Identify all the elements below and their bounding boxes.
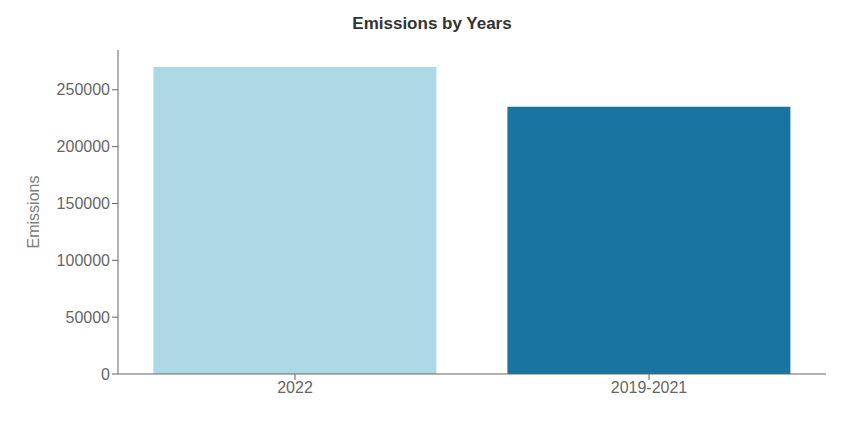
svg-text:Emissions: Emissions bbox=[25, 176, 42, 249]
svg-text:250000: 250000 bbox=[57, 81, 110, 98]
svg-text:2022: 2022 bbox=[277, 379, 313, 396]
svg-text:2019-2021: 2019-2021 bbox=[611, 379, 688, 396]
html-text:Emissions by Years: Emissions by Years bbox=[352, 14, 512, 33]
svg-text:100000: 100000 bbox=[57, 252, 110, 269]
svg-text:50000: 50000 bbox=[66, 309, 111, 326]
svg-text:150000: 150000 bbox=[57, 195, 110, 212]
svg-text:0: 0 bbox=[101, 366, 110, 383]
svg-text:200000: 200000 bbox=[57, 138, 110, 155]
